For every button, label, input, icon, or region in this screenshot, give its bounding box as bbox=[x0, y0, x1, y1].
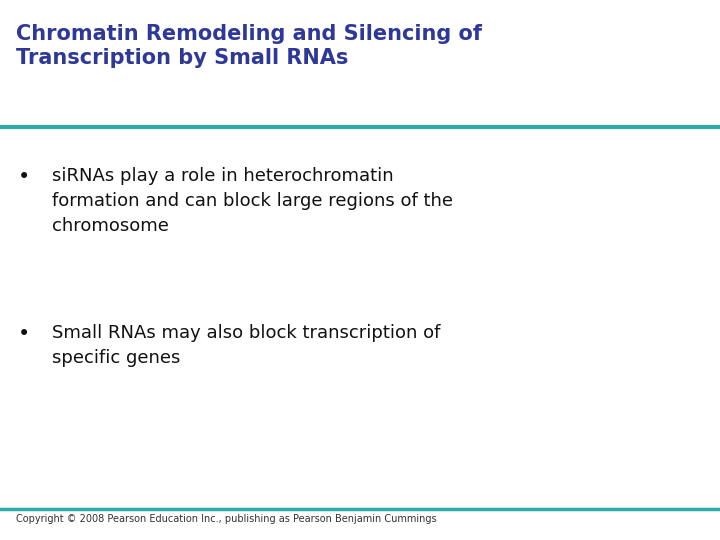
Text: Chromatin Remodeling and Silencing of
Transcription by Small RNAs: Chromatin Remodeling and Silencing of Tr… bbox=[16, 24, 482, 68]
Text: •: • bbox=[18, 167, 30, 187]
Text: siRNAs play a role in heterochromatin
formation and can block large regions of t: siRNAs play a role in heterochromatin fo… bbox=[52, 167, 453, 235]
Text: Small RNAs may also block transcription of
specific genes: Small RNAs may also block transcription … bbox=[52, 324, 440, 367]
Text: •: • bbox=[18, 324, 30, 344]
Text: Copyright © 2008 Pearson Education Inc., publishing as Pearson Benjamin Cummings: Copyright © 2008 Pearson Education Inc.,… bbox=[16, 514, 436, 524]
